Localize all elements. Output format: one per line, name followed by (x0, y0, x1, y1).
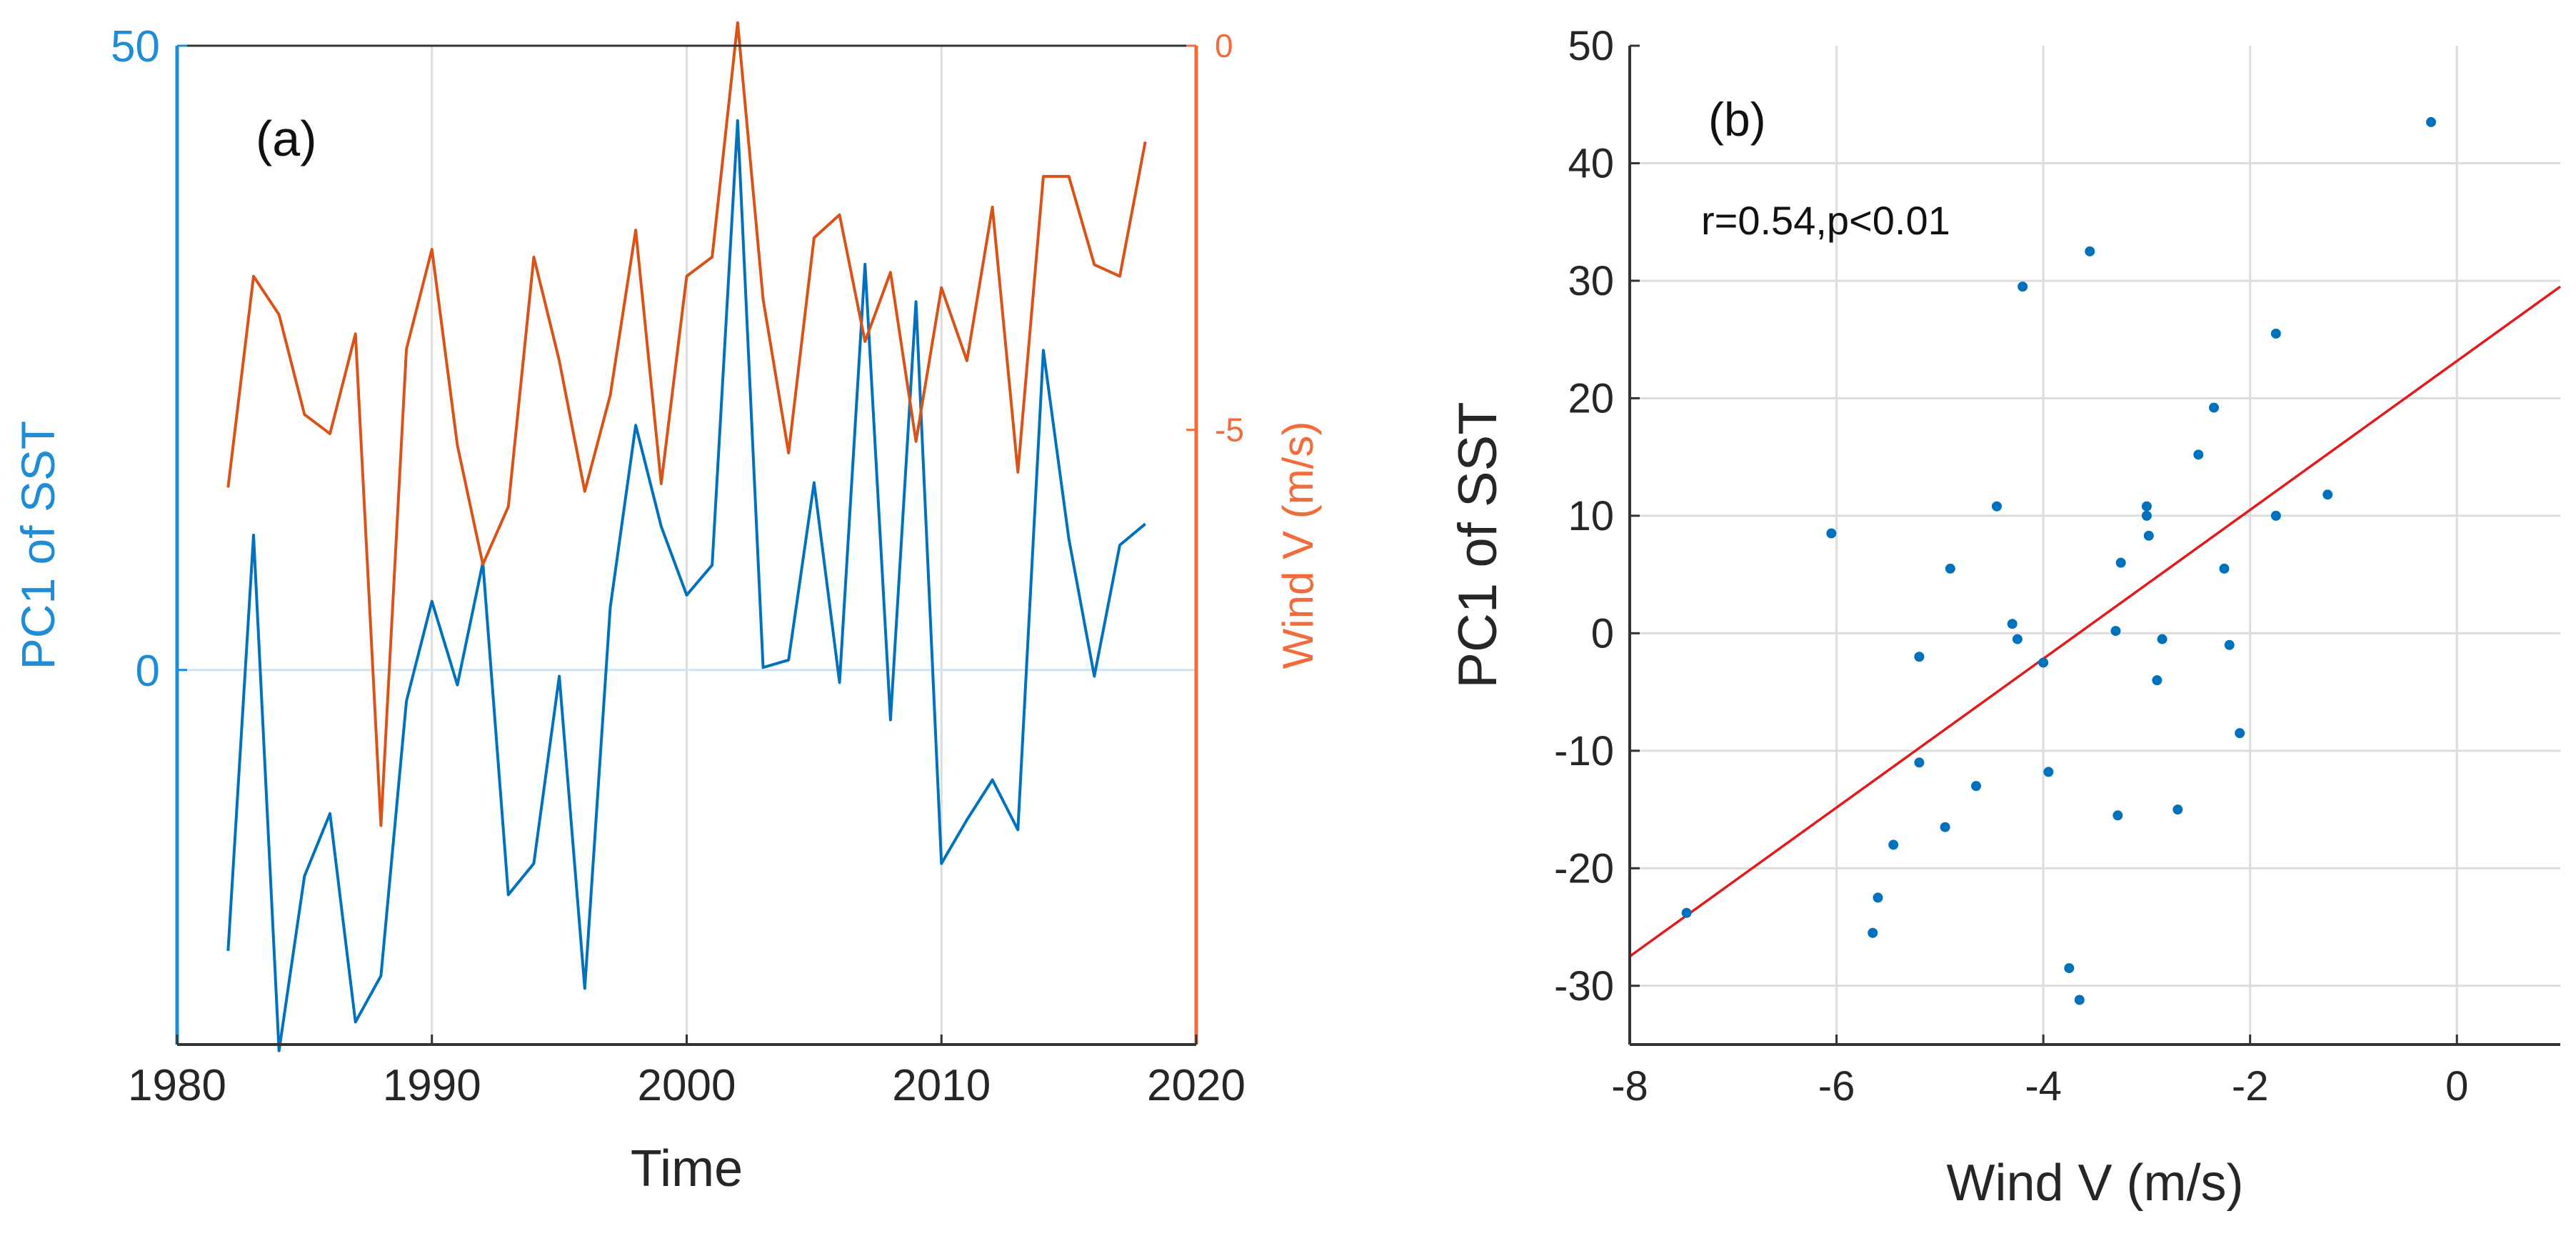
scatter-point (2115, 557, 2126, 568)
scatter-point (1914, 757, 1925, 768)
scatter-point (2270, 510, 2281, 521)
x-tick-label: -2 (2232, 1063, 2269, 1110)
scatter-point (1991, 501, 2002, 512)
x-tick-label: 2010 (892, 1061, 991, 1110)
x-tick-label: -4 (2025, 1063, 2062, 1110)
y-tick-label: -20 (1554, 845, 1614, 892)
correlation-annotation: r=0.54,p<0.01 (1701, 198, 1950, 243)
panel-label-a: (a) (256, 111, 317, 166)
x-axis-title: Time (631, 1140, 743, 1197)
scatter-point (2426, 116, 2437, 127)
scatter-point (1940, 822, 1950, 832)
pc1-sst-line (226, 119, 1146, 1052)
left-y-axis-title: PC1 of SST (11, 421, 64, 669)
scatter-point (2038, 657, 2049, 668)
left-y-tick-label: 0 (136, 647, 160, 696)
scatter-point (2064, 963, 2075, 974)
scatter-point (2157, 634, 2167, 644)
wind-v-line (226, 21, 1147, 827)
scatter-point (2141, 510, 2152, 521)
scatter-point (2012, 634, 2023, 644)
scatter-point (2085, 246, 2095, 256)
scatter-point (2172, 804, 2183, 815)
x-tick-label: -6 (1818, 1063, 1855, 1110)
scatter-point (2219, 563, 2230, 574)
regression-line (1628, 285, 2562, 958)
right-y-tick-label: -5 (1215, 412, 1244, 449)
y-tick-label: 50 (1568, 23, 1614, 69)
y-tick-label: -10 (1554, 728, 1614, 774)
y-tick-label: -30 (1554, 963, 1614, 1010)
x-tick-label: 1980 (128, 1061, 226, 1110)
panel-label-b: (b) (1708, 93, 1766, 146)
scatter-point (2074, 995, 2085, 1005)
scatter-point (2113, 810, 2123, 821)
scatter-point (1914, 652, 1925, 662)
scatter-point (2224, 639, 2235, 650)
scatter-point (1826, 528, 1837, 539)
scatter-point (2193, 449, 2204, 460)
scatter-point (2143, 530, 2154, 541)
scatter-point (1868, 927, 1878, 938)
scatter-point (1681, 907, 1692, 918)
scatter-point (1888, 839, 1899, 850)
x-axis-title: Wind V (m/s) (1946, 1155, 2243, 1212)
scatter-point (2152, 675, 2162, 686)
right-y-tick-label: 0 (1215, 27, 1233, 64)
scatter-point (2208, 402, 2219, 413)
y-tick-label: 0 (1591, 610, 1614, 657)
scatter-point (2043, 767, 2054, 777)
x-tick-label: 0 (2445, 1063, 2468, 1110)
scatter-point (1873, 892, 1883, 903)
y-axis-title: PC1 of SST (1448, 402, 1508, 688)
scatter-point (2110, 626, 2121, 637)
right-y-axis-title: Wind V (m/s) (1274, 422, 1322, 669)
x-tick-label: -8 (1611, 1063, 1648, 1110)
y-tick-label: 20 (1568, 375, 1614, 422)
x-tick-label: 2000 (638, 1061, 736, 1110)
scatter-point (2007, 619, 2018, 629)
scatter-point (2270, 328, 2281, 339)
x-tick-label: 1990 (383, 1061, 481, 1110)
scatter-point (2235, 728, 2245, 739)
y-tick-label: 10 (1568, 493, 1614, 539)
left-y-tick-label: 50 (111, 22, 160, 71)
scatter-point (1945, 563, 1955, 574)
scatter-point (2322, 489, 2333, 500)
y-tick-label: 30 (1568, 258, 1614, 304)
scatter-point (1971, 781, 1982, 792)
panel-a-time-series: 1980 1990 2000 2010 2020 Time 0 50 PC1 of SST -5 0… (11, 21, 1322, 1197)
y-tick-label: 40 (1568, 140, 1614, 186)
scatter-point (2141, 501, 2152, 512)
x-tick-label: 2020 (1147, 1061, 1246, 1110)
scatter-point (2018, 281, 2028, 292)
